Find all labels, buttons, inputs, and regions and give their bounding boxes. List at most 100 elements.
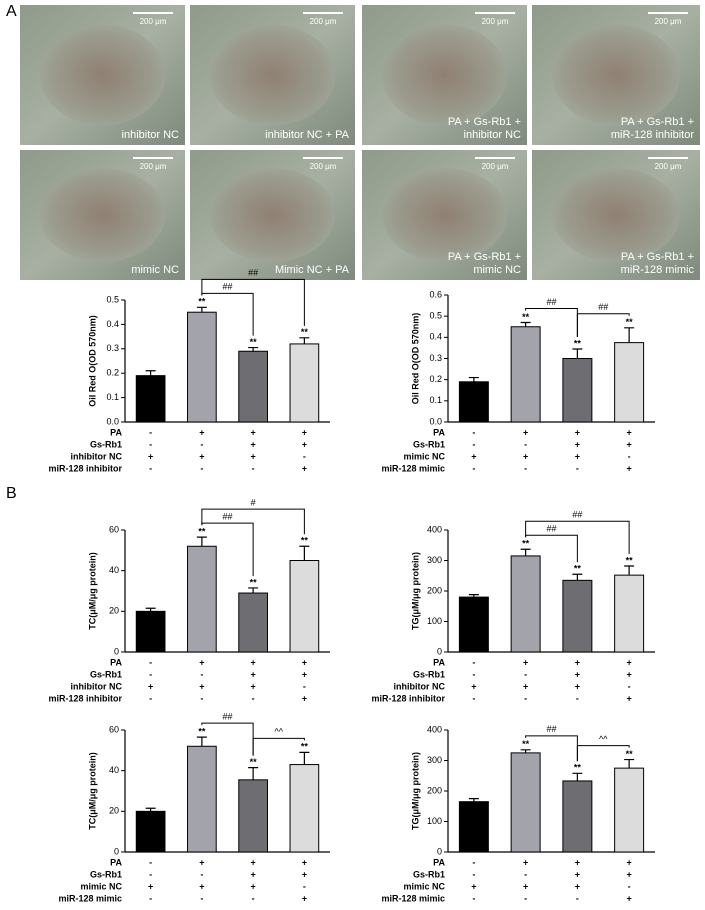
bracket-label: ^^	[275, 727, 284, 737]
y-tick-label: 60	[109, 724, 119, 734]
error-bar	[248, 767, 259, 780]
bar	[238, 592, 268, 653]
y-tick-label: 100	[427, 616, 442, 626]
bracket	[576, 313, 630, 337]
condition-sign: +	[302, 857, 307, 867]
scale-label: 200 μm	[482, 17, 509, 26]
condition-sign: +	[575, 427, 580, 437]
condition-label: mimic NC	[403, 451, 445, 461]
condition-label: mimic NC	[403, 881, 445, 891]
significance-label: **	[250, 337, 258, 347]
y-axis-label: Oil Red O(OD 570nm)	[87, 315, 97, 407]
condition-sign: -	[200, 669, 203, 679]
scale-label: 200 μm	[482, 162, 509, 171]
error-bar	[520, 749, 531, 753]
condition-sign: -	[200, 893, 203, 903]
condition-sign: +	[626, 427, 631, 437]
condition-sign: +	[626, 463, 631, 473]
bar	[562, 579, 593, 653]
condition-sign: +	[199, 881, 204, 891]
condition-sign: +	[302, 869, 307, 879]
y-tick-label: 400	[427, 724, 442, 734]
bracket	[201, 508, 305, 535]
condition-sign: +	[575, 439, 580, 449]
bar	[562, 780, 593, 853]
image-caption: miR-128 inhibitor	[611, 129, 694, 141]
condition-sign: -	[472, 869, 475, 879]
image-caption: inhibitor NC + PA	[265, 129, 350, 141]
error-bar	[145, 370, 156, 376]
condition-sign: +	[148, 681, 153, 691]
condition-sign: +	[250, 869, 255, 879]
condition-sign: -	[472, 427, 475, 437]
scale-label: 200 μm	[140, 162, 167, 171]
condition-sign: +	[148, 881, 153, 891]
significance-label: **	[198, 297, 206, 307]
significance-label: **	[301, 742, 309, 752]
condition-sign: +	[250, 439, 255, 449]
significance-label: **	[574, 564, 582, 574]
image-caption: PA + Gs-Rb1 +	[448, 251, 521, 263]
condition-sign: -	[149, 657, 152, 667]
condition-sign: +	[302, 669, 307, 679]
condition-sign: +	[523, 857, 528, 867]
condition-sign: -	[576, 463, 579, 473]
condition-label: Gs-Rb1	[90, 869, 122, 879]
bar	[238, 779, 268, 853]
y-tick-label: 0.3	[106, 343, 119, 353]
condition-sign: -	[472, 463, 475, 473]
condition-sign: -	[303, 881, 306, 891]
y-tick-label: 0.5	[106, 294, 119, 304]
bracket	[201, 278, 305, 326]
error-bar	[196, 736, 207, 747]
cell-cluster	[39, 168, 166, 262]
significance-label: **	[574, 338, 582, 348]
condition-sign: +	[302, 693, 307, 703]
cell-cluster	[381, 24, 508, 126]
condition-label: PA	[110, 657, 122, 667]
y-axis-label: Oil Red O(OD 570nm)	[410, 313, 420, 405]
condition-sign: -	[252, 463, 255, 473]
condition-sign: +	[250, 881, 255, 891]
y-tick-label: 0.1	[106, 392, 119, 402]
condition-sign: +	[302, 463, 307, 473]
y-tick-label: 0.0	[106, 416, 119, 426]
condition-sign: -	[628, 881, 631, 891]
bar	[289, 764, 320, 853]
error-bar	[299, 545, 310, 561]
bracket-label: ##	[546, 724, 556, 734]
bar	[562, 358, 593, 423]
condition-sign: +	[626, 857, 631, 867]
bracket	[576, 745, 630, 762]
bar	[187, 745, 217, 853]
condition-sign: -	[303, 451, 306, 461]
condition-sign: +	[199, 427, 204, 437]
condition-sign: +	[575, 669, 580, 679]
significance-label: **	[198, 526, 206, 536]
y-tick-label: 0	[437, 846, 442, 856]
y-tick-label: 0.4	[106, 319, 119, 329]
y-tick-label: 300	[427, 755, 442, 765]
condition-sign: -	[303, 681, 306, 691]
condition-sign: -	[576, 693, 579, 703]
significance-label: **	[522, 539, 530, 549]
image-caption: inhibitor NC	[464, 129, 522, 141]
image-caption: PA + Gs-Rb1 +	[621, 116, 694, 128]
bar	[614, 767, 645, 853]
condition-sign: -	[472, 669, 475, 679]
error-bar	[572, 772, 583, 781]
condition-label: inhibitor NC	[71, 451, 123, 461]
y-tick-label: 40	[109, 565, 119, 575]
significance-label: **	[574, 763, 582, 773]
y-tick-label: 400	[427, 524, 442, 534]
condition-sign: +	[575, 451, 580, 461]
error-bar	[196, 306, 207, 313]
condition-label: PA	[433, 427, 445, 437]
scale-label: 200 μm	[655, 162, 682, 171]
condition-sign: +	[626, 657, 631, 667]
error-bar	[145, 807, 156, 812]
cell-cluster	[552, 168, 680, 262]
error-bar	[299, 751, 310, 765]
y-tick-label: 0	[114, 846, 119, 856]
condition-sign: -	[252, 693, 255, 703]
